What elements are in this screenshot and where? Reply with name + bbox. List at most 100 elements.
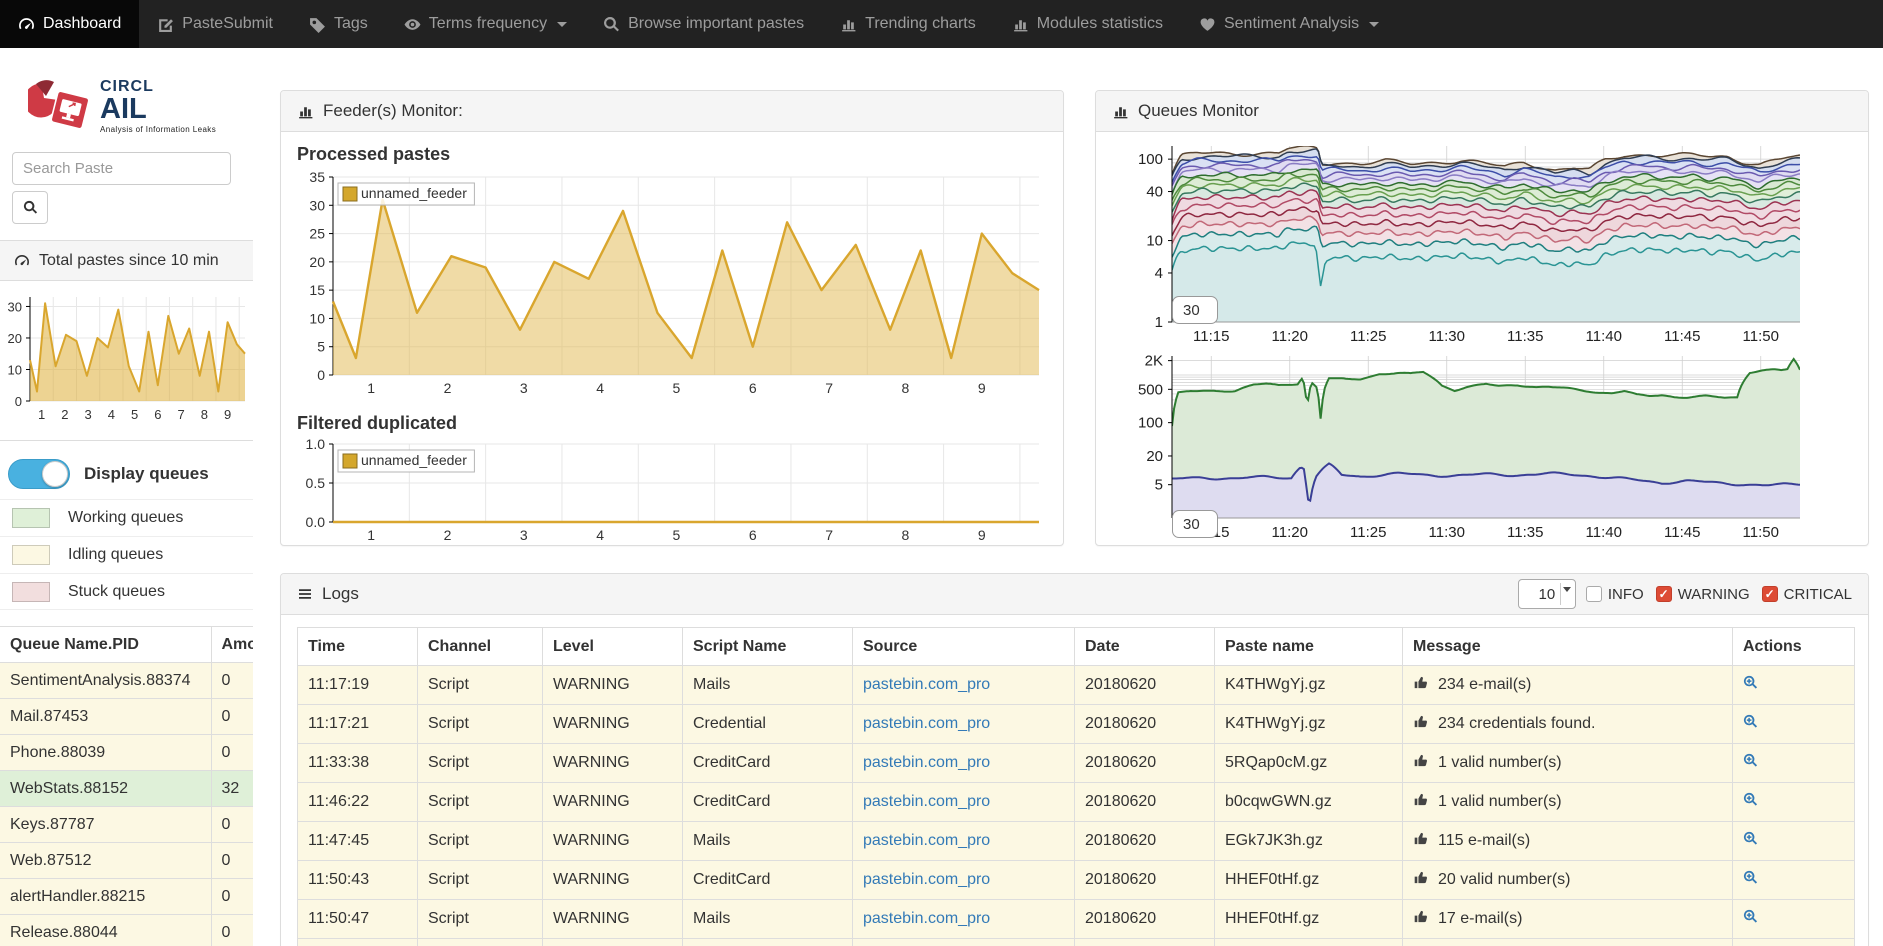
svg-text:0: 0 bbox=[15, 394, 22, 409]
svg-text:20: 20 bbox=[309, 254, 325, 270]
log-message: 1 valid number(s) bbox=[1402, 743, 1733, 783]
nav-item-terms-frequency[interactable]: Terms frequency bbox=[386, 0, 585, 48]
log-source: pastebin.com_pro bbox=[852, 938, 1075, 946]
total-pastes-mini-chart[interactable]: 0 10 20 30 1 2 3 4 5 6 7 8 9 bbox=[0, 287, 253, 427]
log-source-link[interactable]: pastebin.com_pro bbox=[863, 910, 991, 927]
search-button[interactable] bbox=[12, 191, 48, 224]
bar-chart-icon bbox=[1012, 16, 1029, 33]
svg-text:1.0: 1.0 bbox=[306, 436, 326, 452]
svg-text:6: 6 bbox=[749, 527, 757, 543]
nav-item-modules-statistics[interactable]: Modules statistics bbox=[994, 0, 1181, 48]
log-row: 11:17:21 Script WARNING Credential pastebin.… bbox=[297, 704, 1855, 744]
svg-text:11:30: 11:30 bbox=[1429, 524, 1465, 541]
log-source: pastebin.com_pro bbox=[852, 704, 1075, 744]
log-filter-label: CRITICAL bbox=[1783, 585, 1852, 603]
log-actions bbox=[1732, 899, 1855, 939]
svg-text:11:15: 11:15 bbox=[1193, 328, 1229, 345]
nav-item-trending-charts[interactable]: Trending charts bbox=[822, 0, 994, 48]
nav-item-sentiment-analysis[interactable]: Sentiment Analysis bbox=[1181, 0, 1397, 48]
log-source-link[interactable]: pastebin.com_pro bbox=[863, 832, 991, 849]
eye-icon bbox=[404, 16, 421, 33]
queues-monitor-top-chart[interactable]: 1 4 10 40 100 11:15 11:20 11:25 11:30 11:35 11:40 1… bbox=[1104, 138, 1862, 350]
search-paste-input[interactable] bbox=[12, 152, 231, 185]
svg-text:8: 8 bbox=[902, 527, 910, 543]
total-pastes-title: Total pastes since 10 min bbox=[39, 251, 219, 269]
svg-text:11:20: 11:20 bbox=[1272, 524, 1308, 541]
filtered-duplicated-chart[interactable]: 0.0 0.5 1.0 1 2 3 4 5 6 7 8 9 unnamed_feeder bbox=[297, 436, 1049, 546]
svg-text:1: 1 bbox=[1155, 314, 1163, 331]
queues-top-refresh-input[interactable] bbox=[1172, 296, 1218, 324]
log-time: 11:47:45 bbox=[297, 821, 418, 861]
queue-amount: 0 bbox=[211, 878, 253, 915]
zoom-in-icon[interactable] bbox=[1743, 714, 1758, 733]
log-script-name: Mails bbox=[682, 821, 853, 861]
log-paste-name: K4THWgYj.gz bbox=[1214, 704, 1403, 744]
legend-label: Stuck queues bbox=[68, 582, 165, 600]
nav-item-browse-important-pastes[interactable]: Browse important pastes bbox=[585, 0, 822, 48]
svg-text:11:35: 11:35 bbox=[1507, 328, 1543, 345]
svg-text:3: 3 bbox=[520, 380, 528, 396]
logs-header-source: Source bbox=[852, 627, 1075, 666]
queue-row: SentimentAnalysis.88374 0 bbox=[0, 662, 253, 699]
filtered-duplicated-title: Filtered duplicated bbox=[297, 413, 458, 433]
log-filter-checkbox-critical[interactable]: ✓ bbox=[1761, 586, 1778, 602]
log-paste-name: b0cqwGWN.gz bbox=[1214, 782, 1403, 822]
processed-pastes-chart[interactable]: 0 5 10 15 20 25 30 35 1 2 3 4 5 6 7 8 9 unnamed_feeder bbox=[297, 167, 1049, 401]
queue-name: Keys.87787 bbox=[0, 806, 212, 843]
svg-text:11:20: 11:20 bbox=[1272, 328, 1308, 345]
svg-text:5: 5 bbox=[131, 407, 138, 422]
log-channel: Script bbox=[417, 665, 543, 705]
queue-name: SentimentAnalysis.88374 bbox=[0, 662, 212, 699]
svg-text:25: 25 bbox=[309, 226, 325, 242]
zoom-in-icon[interactable] bbox=[1743, 753, 1758, 772]
heart-icon bbox=[1199, 16, 1216, 33]
zoom-in-icon[interactable] bbox=[1743, 831, 1758, 850]
log-row: 11:17:19 Script WARNING Mails pastebin.com_p… bbox=[297, 665, 1855, 705]
log-paste-name: gCPGbuBx.gz bbox=[1214, 938, 1403, 946]
zoom-in-icon[interactable] bbox=[1743, 870, 1758, 889]
queue-name: Mail.87453 bbox=[0, 698, 212, 735]
processed-pastes-title: Processed pastes bbox=[297, 144, 451, 164]
logs-header-message: Message bbox=[1402, 627, 1733, 666]
log-source-link[interactable]: pastebin.com_pro bbox=[863, 871, 991, 888]
log-filter-checkbox-warning[interactable]: ✓ bbox=[1655, 586, 1672, 602]
svg-text:unnamed_feeder: unnamed_feeder bbox=[361, 185, 467, 201]
log-message-text: 1 valid number(s) bbox=[1438, 793, 1562, 810]
svg-text:11:25: 11:25 bbox=[1350, 524, 1386, 541]
nav-item-tags[interactable]: Tags bbox=[291, 0, 386, 48]
total-pastes-panel: Total pastes since 10 min 0 10 20 30 1 2 3 4 5 6 7… bbox=[0, 240, 253, 441]
zoom-in-icon[interactable] bbox=[1743, 909, 1758, 928]
svg-text:5: 5 bbox=[1155, 477, 1163, 494]
zoom-in-icon[interactable] bbox=[1743, 792, 1758, 811]
log-source-link[interactable]: pastebin.com_pro bbox=[863, 793, 991, 810]
nav-item-dashboard[interactable]: Dashboard bbox=[0, 0, 140, 48]
log-source-link[interactable]: pastebin.com_pro bbox=[863, 754, 991, 771]
log-channel: Script bbox=[417, 860, 543, 900]
queue-table: Queue Name.PID Amount SentimentAnalysis.… bbox=[0, 626, 253, 946]
nav-item-label: Terms frequency bbox=[428, 15, 548, 32]
bar-chart-icon bbox=[840, 16, 857, 33]
log-source-link[interactable]: pastebin.com_pro bbox=[863, 715, 991, 732]
log-actions bbox=[1732, 782, 1855, 822]
log-source-link[interactable]: pastebin.com_pro bbox=[863, 676, 991, 693]
log-source: pastebin.com_pro bbox=[852, 665, 1075, 705]
logs-header-paste-name: Paste name bbox=[1214, 627, 1403, 666]
svg-text:9: 9 bbox=[224, 407, 231, 422]
log-message: 17 e-mail(s) bbox=[1402, 899, 1733, 939]
nav-item-pastesubmit[interactable]: PasteSubmit bbox=[139, 0, 291, 48]
log-script-name: CreditCard bbox=[682, 743, 853, 783]
zoom-in-icon[interactable] bbox=[1743, 675, 1758, 694]
log-level: WARNING bbox=[542, 704, 683, 744]
svg-text:7: 7 bbox=[825, 380, 833, 396]
queues-bottom-refresh-input[interactable] bbox=[1172, 510, 1218, 538]
display-queues-toggle[interactable] bbox=[8, 459, 70, 489]
log-filter-checkbox-info[interactable] bbox=[1585, 586, 1602, 602]
log-message: 234 credentials found. bbox=[1402, 704, 1733, 744]
log-row: 11:33:38 Script WARNING CreditCard pastebin.… bbox=[297, 743, 1855, 783]
queue-status-legend: Working queues Idling queues Stuck queues bbox=[0, 499, 253, 610]
logs-page-size-select[interactable]: 10 bbox=[1517, 579, 1576, 609]
svg-text:0.5: 0.5 bbox=[306, 475, 326, 491]
log-channel: Script bbox=[417, 821, 543, 861]
logs-header-script-name: Script Name bbox=[682, 627, 853, 666]
log-channel: Script bbox=[417, 899, 543, 939]
